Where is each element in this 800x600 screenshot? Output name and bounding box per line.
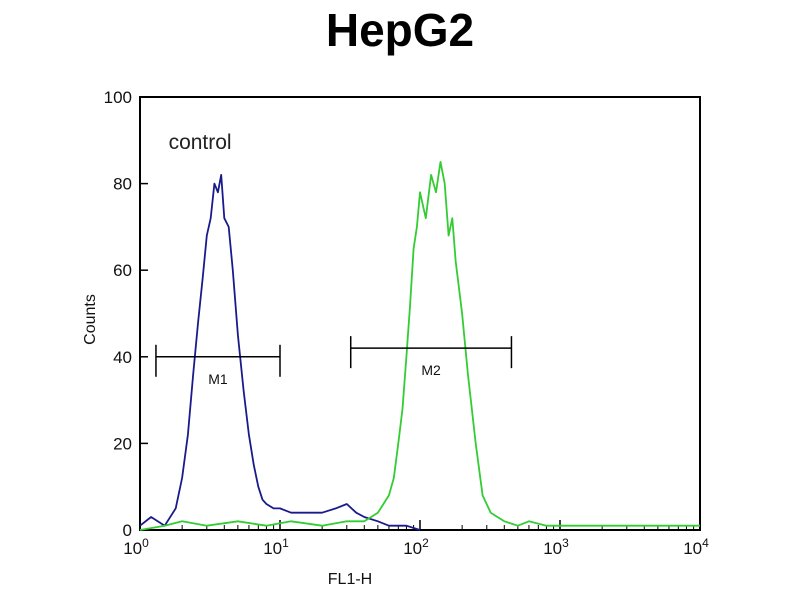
plot-frame [139, 96, 701, 531]
series-line-1 [139, 173, 421, 531]
y-tick-label: 20 [113, 434, 132, 453]
y-tick-label: 40 [113, 348, 132, 367]
series-line-2 [139, 160, 700, 531]
x-tick-label: 100 [123, 536, 149, 558]
y-tick-label: 60 [113, 261, 132, 280]
x-tick-exponent: 1 [282, 536, 289, 550]
y-tick-label: 80 [113, 175, 132, 194]
x-axis-label: FL1-H [328, 571, 372, 588]
chart-title: HepG2 [325, 4, 475, 56]
x-tick-base: 10 [543, 539, 562, 558]
x-tick-base: 10 [403, 539, 422, 558]
y-axis-label: Counts [82, 294, 99, 345]
x-tick-exponent: 2 [422, 536, 429, 550]
x-tick-label: 101 [263, 536, 289, 558]
marker-label-1: M1 [208, 371, 228, 387]
marker-layer: M1 M2 [155, 336, 513, 387]
x-tick-exponent: 3 [562, 536, 569, 550]
x-tick-exponent: 4 [702, 536, 709, 550]
x-tick-label: 102 [403, 536, 429, 558]
x-tick-exponent: 0 [142, 536, 149, 550]
annotation-control: control [169, 131, 232, 154]
x-tick-label: 104 [683, 536, 709, 558]
series-layer [139, 160, 700, 531]
y-axis: 0 20 40 60 80 100 [104, 88, 148, 540]
x-tick-label: 103 [543, 536, 569, 558]
y-tick-label: 100 [104, 88, 132, 107]
marker-label-2: M2 [421, 362, 441, 378]
x-tick-base: 10 [263, 539, 282, 558]
x-tick-base: 10 [123, 539, 142, 558]
x-tick-base: 10 [683, 539, 702, 558]
y-tick-label: 0 [123, 521, 132, 540]
